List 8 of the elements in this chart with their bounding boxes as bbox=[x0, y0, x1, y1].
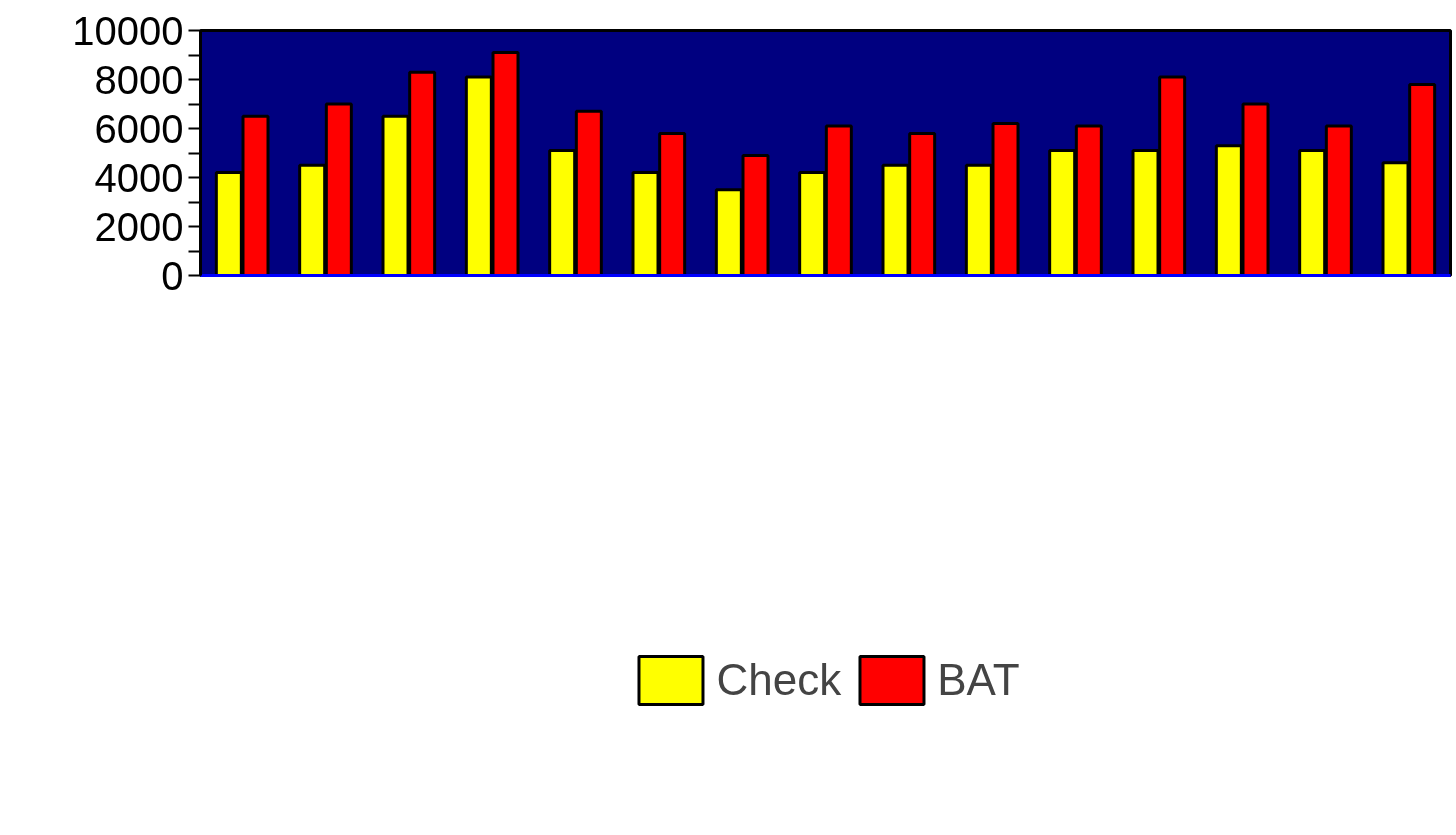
y-tick-label: 10000 bbox=[72, 8, 184, 53]
legend-label: Check bbox=[716, 655, 842, 705]
y-tick-label: 4000 bbox=[94, 155, 184, 200]
legend-label: BAT bbox=[937, 655, 1020, 705]
y-tick-label: 0 bbox=[161, 253, 184, 298]
y-tick-label: 6000 bbox=[94, 106, 184, 151]
y-tick-label: 8000 bbox=[94, 57, 184, 102]
y-tick-label: 2000 bbox=[94, 204, 184, 249]
